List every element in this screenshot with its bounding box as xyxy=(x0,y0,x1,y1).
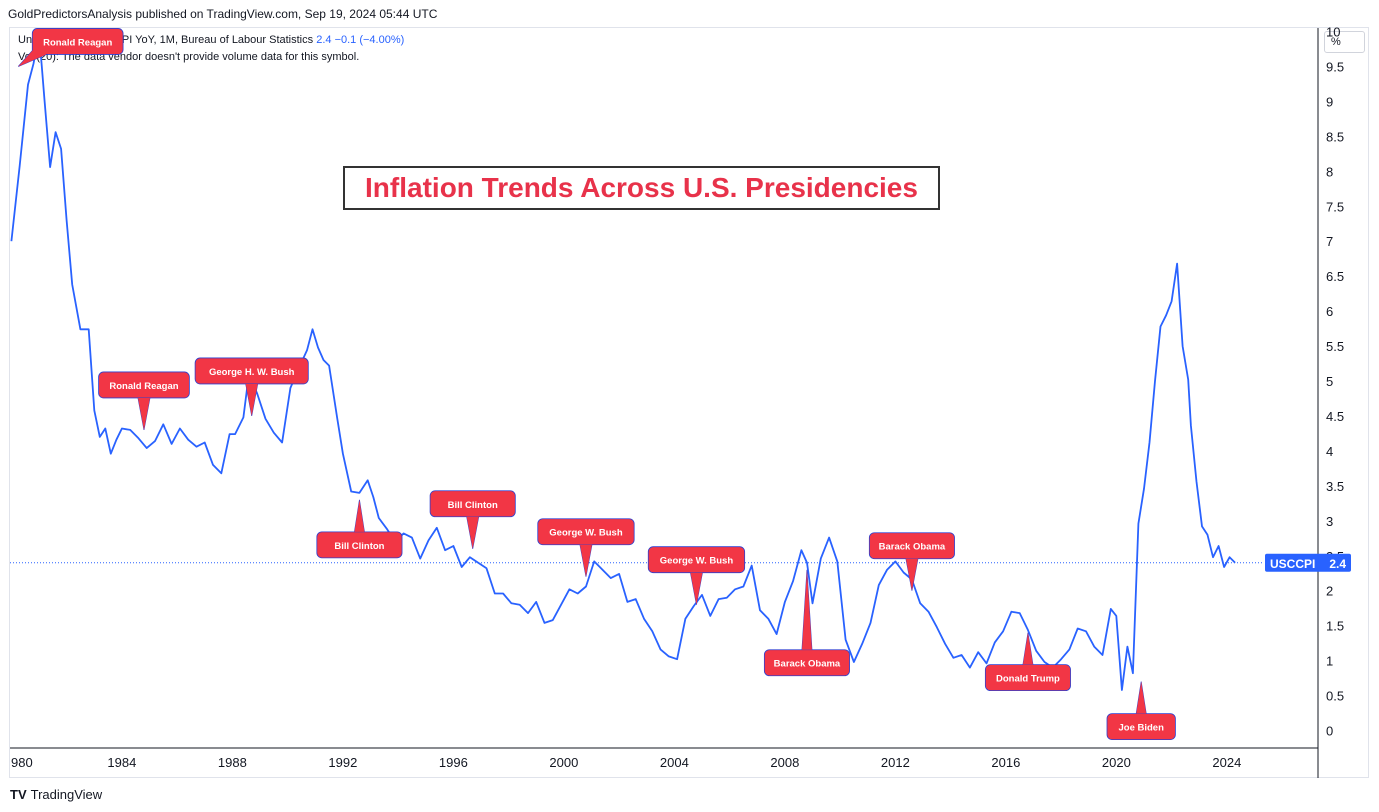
callout-7: Barack Obama xyxy=(763,569,850,677)
callout-label: Ronald Reagan xyxy=(43,37,112,48)
y-tick-label: 10 xyxy=(1326,24,1340,39)
callout-label: George H. W. Bush xyxy=(209,367,295,378)
callout-0: Ronald Reagan xyxy=(17,28,124,67)
series-line-0 xyxy=(10,32,1236,691)
callout-tail-fill xyxy=(466,516,479,549)
callout-9: Donald Trump xyxy=(984,632,1071,692)
y-tick-label: 4 xyxy=(1326,444,1333,459)
callout-tail-fill xyxy=(579,544,592,577)
callout-3: Bill Clinton xyxy=(316,499,403,559)
callout-label: George W. Bush xyxy=(660,556,734,567)
y-tick-label: 0 xyxy=(1326,724,1333,739)
callout-2: George H. W. Bush xyxy=(194,357,309,417)
callout-tail-fill xyxy=(905,558,918,591)
callout-5: George W. Bush xyxy=(537,518,635,577)
unit-selector[interactable]: % xyxy=(1324,31,1365,53)
y-tick-label: 5 xyxy=(1326,374,1333,389)
tradingview-logo-icon: TV xyxy=(10,787,27,802)
callout-label: Barack Obama xyxy=(879,542,946,553)
y-tick-label: 3.5 xyxy=(1326,479,1344,494)
publish-header: GoldPredictorsAnalysis published on Trad… xyxy=(8,7,438,21)
brand-name: TradingView xyxy=(30,787,103,802)
y-tick-label: 1 xyxy=(1326,654,1333,669)
callout-label: George W. Bush xyxy=(549,528,623,539)
x-tick-label: 980 xyxy=(11,755,33,770)
x-tick-label: 2020 xyxy=(1102,755,1131,770)
y-tick-label: 4.5 xyxy=(1326,409,1344,424)
callout-10: Joe Biden xyxy=(1106,681,1176,740)
x-tick-label: 1996 xyxy=(439,755,468,770)
y-tick-label: 3 xyxy=(1326,514,1333,529)
callout-label: Bill Clinton xyxy=(448,500,498,511)
callout-tail-fill xyxy=(1022,632,1033,665)
callout-label: Joe Biden xyxy=(1119,723,1165,734)
x-tick-label: 2016 xyxy=(991,755,1020,770)
callout-label: Bill Clinton xyxy=(334,541,384,552)
y-tick-label: 0.5 xyxy=(1326,689,1344,704)
y-tick-label: 9 xyxy=(1326,94,1333,109)
y-tick-label: 9.5 xyxy=(1326,59,1344,74)
callout-6: George W. Bush xyxy=(647,546,746,605)
x-tick-label: 1992 xyxy=(328,755,357,770)
series-change: −0.1 (−4.00%) xyxy=(334,34,405,46)
callout-8: Barack Obama xyxy=(868,532,955,591)
x-tick-label: 2012 xyxy=(881,755,910,770)
callout-tail-fill xyxy=(801,569,812,650)
x-tick-label: 1984 xyxy=(107,755,136,770)
chart-title: Inflation Trends Across U.S. Presidencie… xyxy=(343,166,940,210)
price-tag-box xyxy=(1265,553,1351,572)
y-tick-label: 6.5 xyxy=(1326,269,1344,284)
x-tick-label: 2024 xyxy=(1212,755,1241,770)
callout-tail-fill xyxy=(137,397,150,430)
series-last-value: 2.4 xyxy=(316,34,332,46)
callout-tail-fill xyxy=(354,499,365,532)
price-tag-symbol: USCCPI xyxy=(1270,557,1315,571)
callout-label: Barack Obama xyxy=(774,659,841,670)
callout-tail-fill xyxy=(690,572,703,605)
callout-4: Bill Clinton xyxy=(429,490,516,549)
y-tick-label: 2 xyxy=(1326,584,1333,599)
price-tag-value: 2.4 xyxy=(1329,557,1346,571)
callout-box xyxy=(31,28,124,55)
y-tick-label: 7 xyxy=(1326,234,1333,249)
tradingview-brand[interactable]: TV TradingView xyxy=(10,787,102,802)
callout-label: Donald Trump xyxy=(996,674,1060,685)
callout-1: Ronald Reagan xyxy=(98,371,190,431)
x-tick-label: 2000 xyxy=(549,755,578,770)
x-tick-label: 2004 xyxy=(660,755,689,770)
chart-frame xyxy=(9,27,1369,778)
x-tick-label: 1988 xyxy=(218,755,247,770)
callout-tail-fill xyxy=(1136,681,1147,714)
y-tick-label: 7.5 xyxy=(1326,199,1344,214)
callout-tail-fill xyxy=(245,383,258,416)
y-tick-label: 6 xyxy=(1326,304,1333,319)
y-tick-label: 8.5 xyxy=(1326,129,1344,144)
y-tick-label: 8 xyxy=(1326,164,1333,179)
x-tick-label: 2008 xyxy=(770,755,799,770)
callout-label: Ronald Reagan xyxy=(109,381,178,392)
y-tick-label: 1.5 xyxy=(1326,619,1344,634)
callout-tail-fill xyxy=(18,48,47,67)
y-tick-label: 5.5 xyxy=(1326,339,1344,354)
